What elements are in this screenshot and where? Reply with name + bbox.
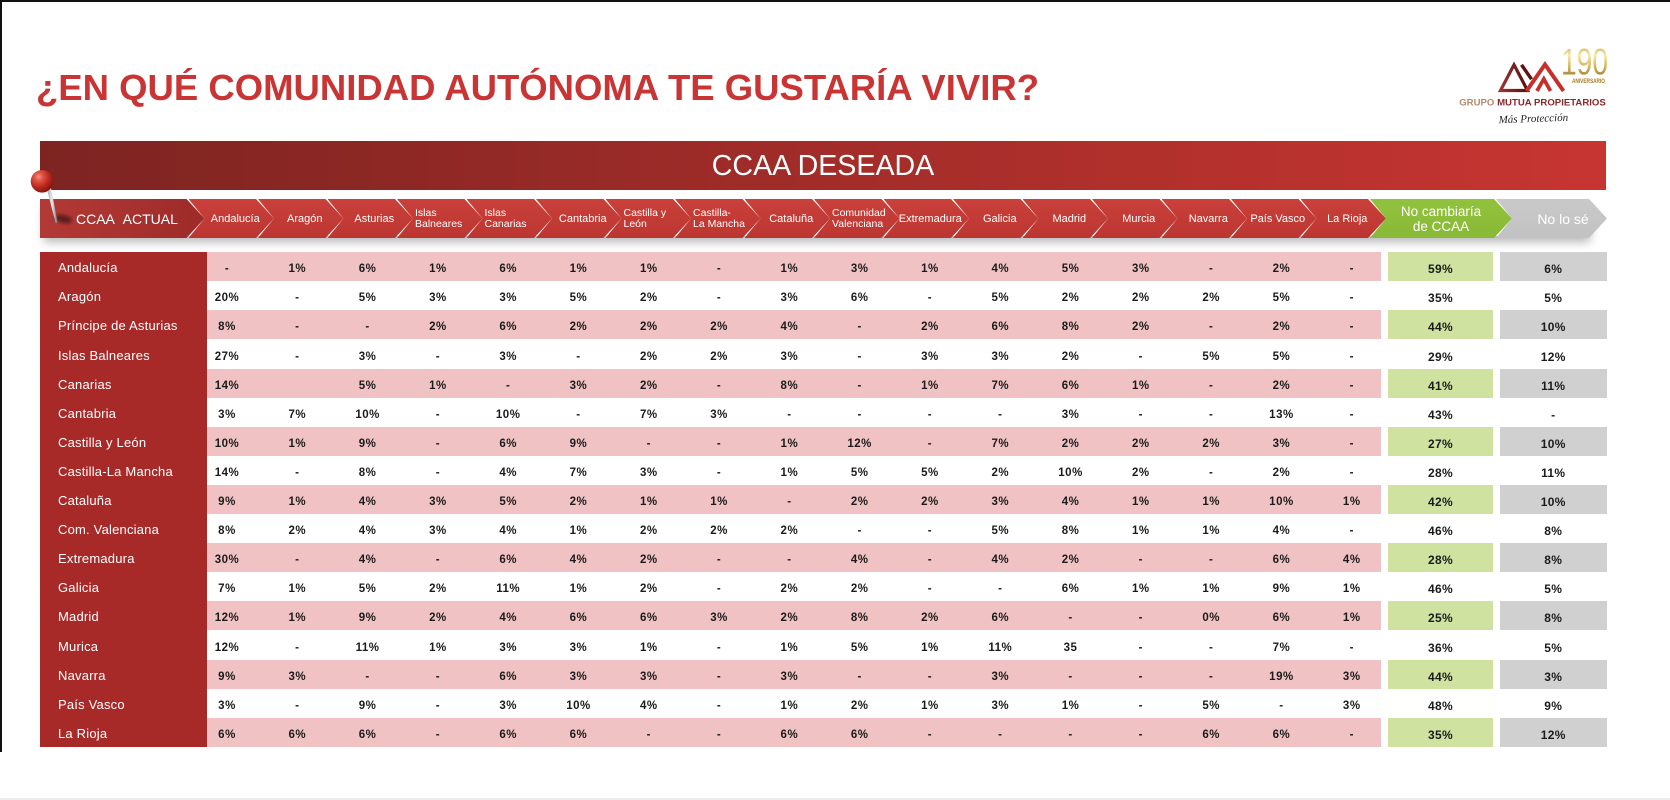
- svg-text:GRUPO MUTUA PROPIETARIOS: GRUPO MUTUA PROPIETARIOS: [1459, 98, 1606, 109]
- svg-text:ANIVERSARIO: ANIVERSARIO: [1572, 78, 1605, 85]
- svg-text:Más Protección: Más Protección: [1497, 112, 1568, 126]
- svg-text:190: 190: [1561, 41, 1608, 83]
